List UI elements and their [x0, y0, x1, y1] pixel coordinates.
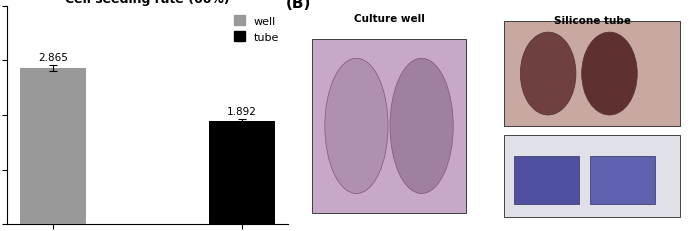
Ellipse shape — [582, 33, 637, 116]
FancyBboxPatch shape — [590, 157, 655, 204]
FancyBboxPatch shape — [504, 135, 680, 218]
Text: Culture well: Culture well — [354, 14, 425, 24]
Text: 1.892: 1.892 — [227, 106, 257, 116]
Text: Silicone tube: Silicone tube — [554, 16, 630, 26]
Text: (B): (B) — [286, 0, 311, 11]
FancyBboxPatch shape — [504, 22, 680, 126]
Bar — [209, 121, 275, 224]
Bar — [19, 69, 86, 224]
Legend: well, tube: well, tube — [231, 12, 283, 46]
Ellipse shape — [521, 33, 576, 116]
Title: Cell seeding rate (66%): Cell seeding rate (66%) — [65, 0, 230, 6]
FancyBboxPatch shape — [514, 157, 579, 204]
Ellipse shape — [390, 59, 453, 194]
Ellipse shape — [325, 59, 388, 194]
FancyBboxPatch shape — [312, 40, 466, 213]
Text: 2.865: 2.865 — [38, 53, 68, 63]
